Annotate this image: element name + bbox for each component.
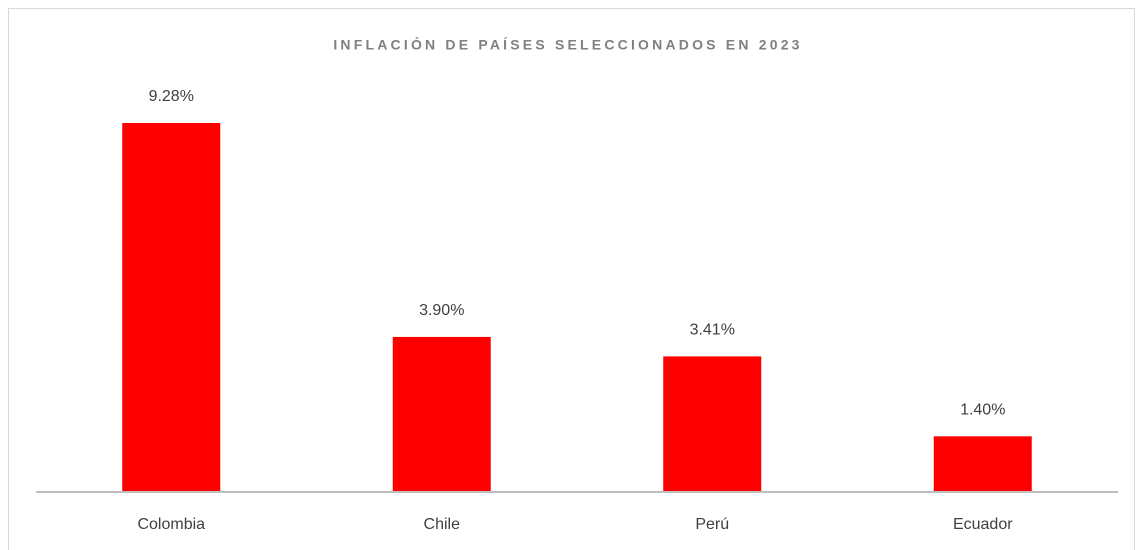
x-tick-label: Perú	[695, 516, 729, 533]
x-tick-label: Chile	[424, 516, 461, 533]
bar	[663, 356, 762, 492]
bar	[933, 436, 1032, 492]
x-tick-label: Ecuador	[953, 516, 1013, 533]
bar	[122, 123, 221, 492]
x-tick-label: Colombia	[137, 516, 205, 533]
bar	[392, 336, 491, 492]
data-label: 1.40%	[960, 402, 1005, 419]
chart-title: INFLACIÓN DE PAÍSES SELECCIONADOS EN 202…	[333, 36, 802, 53]
data-label: 9.28%	[149, 88, 194, 105]
data-label: 3.41%	[690, 322, 735, 339]
data-label: 3.90%	[419, 302, 464, 319]
